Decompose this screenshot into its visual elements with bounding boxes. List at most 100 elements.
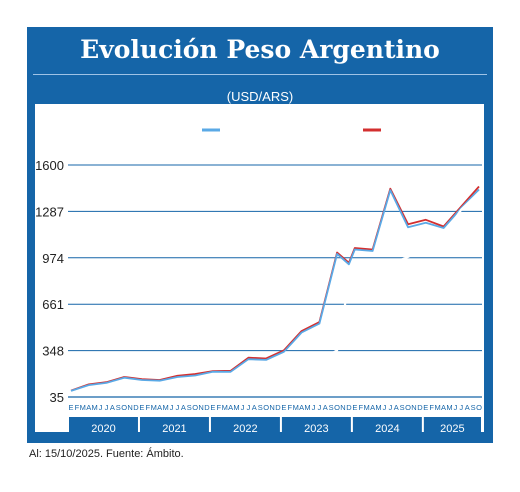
month-tick-label: J: [241, 403, 245, 412]
month-tick-label: A: [441, 403, 446, 412]
chart-subtitle: (USD/ARS): [227, 89, 293, 104]
month-tick-label: E: [139, 403, 144, 412]
chart-title: Evolución Peso Argentino: [80, 35, 440, 64]
annotations: 1.415,09 1.435,00 1.455,00: [129, 147, 457, 163]
month-tick-label: M: [80, 403, 86, 412]
month-tick-label: M: [151, 403, 157, 412]
series-line-oficial-bna: [70, 191, 480, 395]
year-label: 2024: [375, 423, 399, 435]
grid: [68, 164, 482, 352]
y-tick-label: 974: [42, 251, 64, 266]
month-tick-label: J: [459, 403, 463, 412]
month-tick-label: S: [187, 403, 192, 412]
month-tick-label: S: [471, 403, 476, 412]
y-tick-label: 1600: [35, 158, 64, 173]
month-tick-label: F: [75, 403, 80, 412]
month-tick-label: D: [275, 403, 281, 412]
month-tick-label: A: [323, 403, 328, 412]
annotation-label: 1.435,00: [245, 147, 300, 163]
month-tick-label: A: [370, 403, 375, 412]
month-tick-label: S: [116, 403, 121, 412]
month-tick-label: J: [388, 403, 392, 412]
month-tick-label: E: [423, 403, 428, 412]
month-tick-label: F: [146, 403, 151, 412]
month-tick-label: O: [192, 403, 198, 412]
month-tick-label: N: [411, 403, 416, 412]
month-tick-label: F: [217, 403, 222, 412]
month-tick-label: N: [198, 403, 203, 412]
y-tick-label: 1287: [35, 204, 64, 219]
annotation-label: 1.455,00: [402, 147, 457, 163]
month-tick-label: M: [91, 403, 97, 412]
month-tick-label: E: [68, 403, 73, 412]
month-tick-label: E: [210, 403, 215, 412]
month-tick-label: A: [252, 403, 257, 412]
legend-label: Oficial (BNA): [92, 122, 173, 138]
month-tick-label: F: [287, 403, 292, 412]
month-tick-label: J: [383, 403, 387, 412]
year-label: 2023: [304, 423, 328, 435]
y-tick-label: 35: [50, 390, 64, 405]
month-tick-label: M: [435, 403, 441, 412]
month-tick-label: J: [312, 403, 316, 412]
caption: Al: 15/10/2025. Fuente: Ámbito.: [29, 448, 184, 460]
month-tick-label: D: [417, 403, 423, 412]
month-tick-label: J: [170, 403, 174, 412]
month-tick-label: A: [110, 403, 115, 412]
month-tick-label: M: [162, 403, 168, 412]
month-tick-label: M: [293, 403, 299, 412]
month-tick-label: O: [263, 403, 269, 412]
y-axis: 35 348 661 974 1287 1600: [35, 158, 64, 405]
year-label: 2021: [162, 423, 186, 435]
plot-panel: [35, 104, 484, 432]
annotation-label: 1.415,09: [129, 147, 184, 163]
title-rule: [33, 74, 487, 75]
month-tick-label: N: [340, 403, 345, 412]
year-label: 2025: [440, 423, 464, 435]
year-block: [281, 417, 351, 438]
year-label: 2020: [91, 423, 115, 435]
month-tick-label: M: [375, 403, 381, 412]
month-tick-label: N: [269, 403, 274, 412]
month-tick-label: E: [352, 403, 357, 412]
month-tick-label: J: [247, 403, 251, 412]
month-tick-label: D: [133, 403, 139, 412]
month-tick-label: A: [299, 403, 304, 412]
year-block: [69, 417, 138, 438]
month-tick-label: A: [228, 403, 233, 412]
series-line-compra-blue: [70, 188, 480, 392]
month-tick-label: A: [394, 403, 399, 412]
year-block: [423, 417, 481, 438]
month-tick-label: E: [281, 403, 286, 412]
year-block: [210, 417, 280, 438]
y-tick-label: 348: [42, 344, 64, 359]
y-tick-label: 661: [42, 297, 64, 312]
month-tick-label: O: [334, 403, 340, 412]
month-tick-label: F: [358, 403, 363, 412]
month-tick-label: D: [204, 403, 210, 412]
legend-label: Compra (Blue): [226, 122, 317, 138]
month-tick-label: O: [121, 403, 127, 412]
month-tick-label: A: [157, 403, 162, 412]
month-tick-label: J: [317, 403, 321, 412]
month-tick-label: M: [304, 403, 310, 412]
month-tick-label: A: [181, 403, 186, 412]
legend: Oficial (BNA) Compra (Blue) Venta (Blue): [70, 122, 465, 138]
month-tick-label: N: [127, 403, 132, 412]
month-tick-label: M: [233, 403, 239, 412]
year-block: [139, 417, 209, 438]
month-tick-label: M: [222, 403, 228, 412]
series-layer: [70, 185, 480, 395]
month-tick-label: F: [429, 403, 434, 412]
year-label: 2022: [233, 423, 257, 435]
month-tick-label: O: [476, 403, 482, 412]
month-tick-label: S: [258, 403, 263, 412]
month-tick-label: J: [99, 403, 103, 412]
month-tick-label: S: [400, 403, 405, 412]
month-tick-label: S: [329, 403, 334, 412]
month-tick-label: J: [105, 403, 109, 412]
month-tick-label: D: [346, 403, 352, 412]
month-tick-label: A: [465, 403, 470, 412]
